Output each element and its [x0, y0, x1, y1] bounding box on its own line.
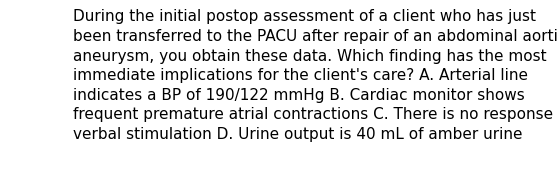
Text: During the initial postop assessment of a client who has just
been transferred t: During the initial postop assessment of …	[73, 9, 558, 142]
